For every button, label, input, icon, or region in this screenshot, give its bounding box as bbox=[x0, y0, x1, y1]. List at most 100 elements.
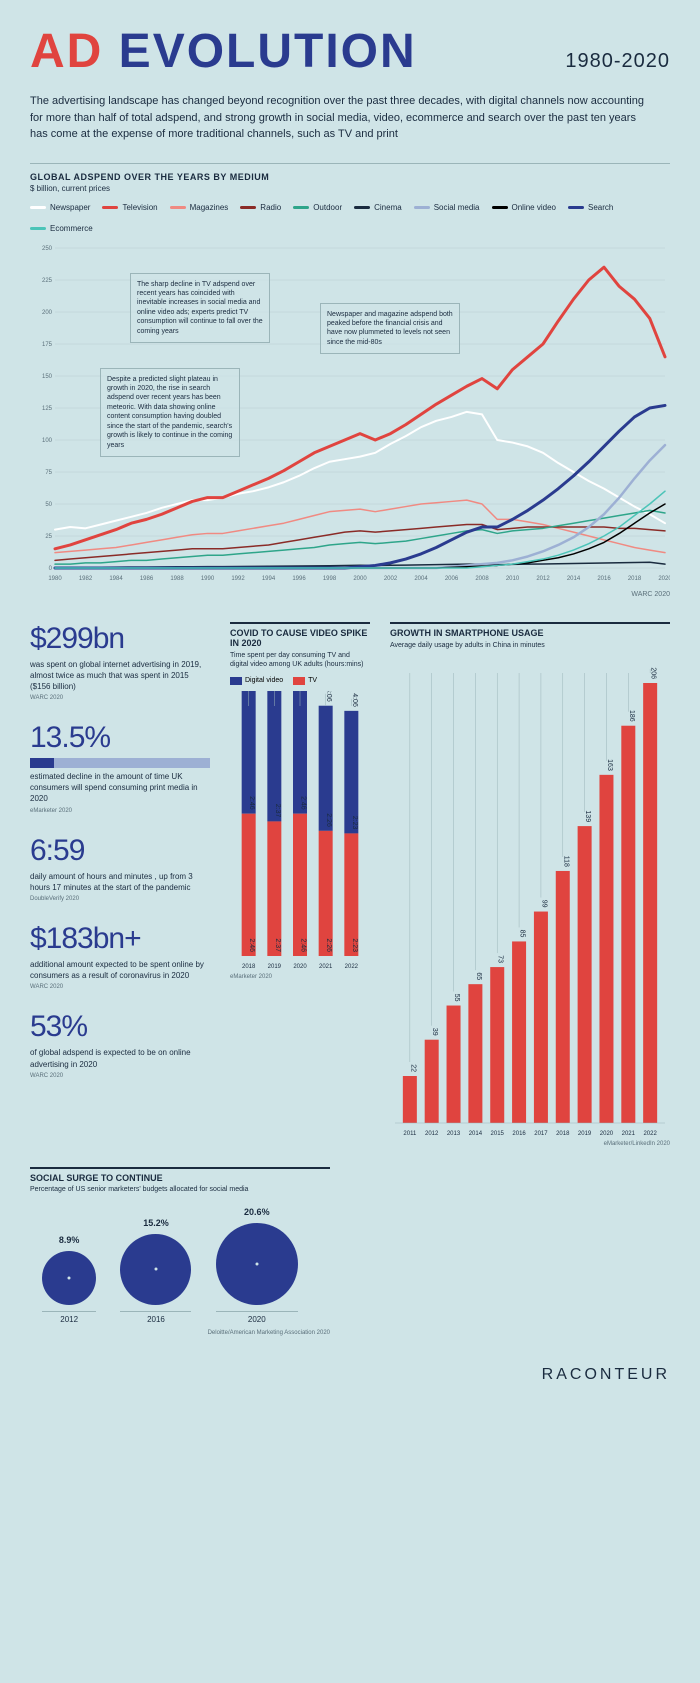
svg-text:2014: 2014 bbox=[469, 1131, 483, 1137]
svg-text:200: 200 bbox=[42, 310, 53, 316]
svg-text:99: 99 bbox=[540, 899, 547, 907]
svg-text:125: 125 bbox=[42, 406, 53, 412]
social-title: SOCIAL SURGE TO CONTINUE bbox=[30, 1167, 330, 1183]
svg-text:250: 250 bbox=[42, 246, 53, 252]
svg-text:2017: 2017 bbox=[534, 1131, 548, 1137]
svg-text:225: 225 bbox=[42, 278, 53, 284]
covid-chart: 4:032:462:4620184:022:372:3720194:262:46… bbox=[230, 691, 370, 971]
legend-item: Digital video bbox=[230, 677, 283, 685]
svg-text:2:46: 2:46 bbox=[248, 796, 255, 810]
svg-text:2015: 2015 bbox=[491, 1131, 505, 1137]
smartphone-section: GROWTH IN SMARTPHONE USAGE Average daily… bbox=[390, 622, 670, 1147]
page-title: AD EVOLUTION bbox=[30, 24, 417, 79]
legend-item: Cinema bbox=[354, 203, 402, 212]
svg-text:2:46: 2:46 bbox=[300, 796, 307, 810]
svg-text:1998: 1998 bbox=[323, 576, 337, 582]
legend-item: Newspaper bbox=[30, 203, 90, 212]
svg-text:1988: 1988 bbox=[170, 576, 184, 582]
svg-text:2019: 2019 bbox=[578, 1131, 592, 1137]
legend-item: Online video bbox=[492, 203, 556, 212]
svg-text:25: 25 bbox=[45, 534, 52, 540]
svg-text:73: 73 bbox=[497, 955, 504, 963]
svg-text:4:06: 4:06 bbox=[325, 691, 332, 702]
svg-text:2013: 2013 bbox=[447, 1131, 461, 1137]
svg-text:2010: 2010 bbox=[506, 576, 520, 582]
svg-text:1996: 1996 bbox=[292, 576, 306, 582]
stats-column: $299bnwas spent on global internet adver… bbox=[30, 622, 210, 1147]
svg-text:2018: 2018 bbox=[556, 1131, 570, 1137]
svg-text:2014: 2014 bbox=[567, 576, 581, 582]
svg-text:2020: 2020 bbox=[293, 964, 307, 970]
divider bbox=[30, 163, 670, 164]
legend-item: Social media bbox=[414, 203, 480, 212]
svg-text:65: 65 bbox=[475, 972, 482, 980]
social-circles: 8.9%201215.2%201620.6%2020 bbox=[30, 1207, 310, 1324]
svg-text:85: 85 bbox=[519, 929, 526, 937]
footer-brand: RACONTEUR bbox=[30, 1366, 670, 1384]
svg-text:2008: 2008 bbox=[475, 576, 489, 582]
covid-subtitle: Time spent per day consuming TV and digi… bbox=[230, 651, 370, 669]
svg-text:2020: 2020 bbox=[658, 576, 670, 582]
smartphone-title: GROWTH IN SMARTPHONE USAGE bbox=[390, 622, 670, 638]
svg-text:75: 75 bbox=[45, 470, 52, 476]
smartphone-source: eMarketer/LinkedIn 2020 bbox=[390, 1141, 670, 1147]
svg-text:2018: 2018 bbox=[242, 964, 256, 970]
chart-annotation: Newspaper and magazine adspend both peak… bbox=[320, 303, 460, 355]
stat-block: $183bn+additional amount expected to be … bbox=[30, 922, 210, 990]
svg-text:118: 118 bbox=[562, 855, 569, 866]
main-chart: 0255075100125150175200225250198019821984… bbox=[30, 243, 670, 583]
svg-text:1984: 1984 bbox=[109, 576, 123, 582]
svg-text:2:37: 2:37 bbox=[274, 803, 281, 817]
svg-text:2:26: 2:26 bbox=[325, 813, 332, 827]
svg-text:50: 50 bbox=[45, 502, 52, 508]
social-source: Deloitte/American Marketing Association … bbox=[30, 1330, 330, 1336]
svg-text:1980: 1980 bbox=[48, 576, 62, 582]
chart-annotation: Despite a predicted slight plateau in gr… bbox=[100, 368, 240, 458]
svg-text:206: 206 bbox=[650, 667, 657, 679]
svg-text:175: 175 bbox=[42, 342, 53, 348]
svg-text:2:23: 2:23 bbox=[351, 938, 358, 952]
header: AD EVOLUTION 1980-2020 bbox=[30, 24, 670, 79]
svg-text:2002: 2002 bbox=[384, 576, 398, 582]
svg-text:2022: 2022 bbox=[345, 964, 359, 970]
covid-title: COVID TO CAUSE VIDEO SPIKE IN 2020 bbox=[230, 622, 370, 648]
svg-text:55: 55 bbox=[453, 993, 460, 1001]
svg-text:150: 150 bbox=[42, 374, 53, 380]
title-years: 1980-2020 bbox=[565, 50, 670, 73]
svg-text:2004: 2004 bbox=[414, 576, 428, 582]
legend-item: Ecommerce bbox=[30, 224, 93, 233]
svg-text:1990: 1990 bbox=[201, 576, 215, 582]
covid-legend: Digital videoTV bbox=[230, 677, 370, 685]
svg-text:2006: 2006 bbox=[445, 576, 459, 582]
stat-block: 53%of global adspend is expected to be o… bbox=[30, 1010, 210, 1078]
svg-text:2018: 2018 bbox=[628, 576, 642, 582]
svg-text:2:46: 2:46 bbox=[300, 938, 307, 952]
stat-block: 13.5%estimated decline in the amount of … bbox=[30, 721, 210, 814]
svg-text:100: 100 bbox=[42, 438, 53, 444]
smartphone-subtitle: Average daily usage by adults in China i… bbox=[390, 641, 670, 650]
intro-text: The advertising landscape has changed be… bbox=[30, 93, 650, 143]
legend-item: Magazines bbox=[170, 203, 229, 212]
svg-text:2022: 2022 bbox=[643, 1131, 657, 1137]
social-subtitle: Percentage of US senior marketers' budge… bbox=[30, 1186, 330, 1193]
legend-item: Radio bbox=[240, 203, 281, 212]
svg-text:1994: 1994 bbox=[262, 576, 276, 582]
legend-item: Search bbox=[568, 203, 613, 212]
svg-text:1986: 1986 bbox=[140, 576, 154, 582]
covid-section: COVID TO CAUSE VIDEO SPIKE IN 2020 Time … bbox=[230, 622, 370, 1147]
legend-item: Outdoor bbox=[293, 203, 342, 212]
legend-item: Television bbox=[102, 203, 157, 212]
svg-text:2000: 2000 bbox=[353, 576, 367, 582]
svg-text:2012: 2012 bbox=[425, 1131, 439, 1137]
svg-text:2021: 2021 bbox=[319, 964, 333, 970]
svg-text:2011: 2011 bbox=[403, 1131, 417, 1137]
svg-text:0: 0 bbox=[49, 566, 53, 572]
social-circle: 15.2%2016 bbox=[120, 1218, 191, 1324]
covid-source: eMarketer 2020 bbox=[230, 974, 370, 980]
svg-text:2020: 2020 bbox=[600, 1131, 614, 1137]
svg-text:139: 139 bbox=[584, 810, 591, 822]
title-evo: EVOLUTION bbox=[119, 25, 417, 78]
svg-text:186: 186 bbox=[628, 710, 635, 722]
svg-text:2016: 2016 bbox=[512, 1131, 526, 1137]
main-legend: Newspaper Television Magazines Radio Outdoor… bbox=[30, 203, 670, 233]
